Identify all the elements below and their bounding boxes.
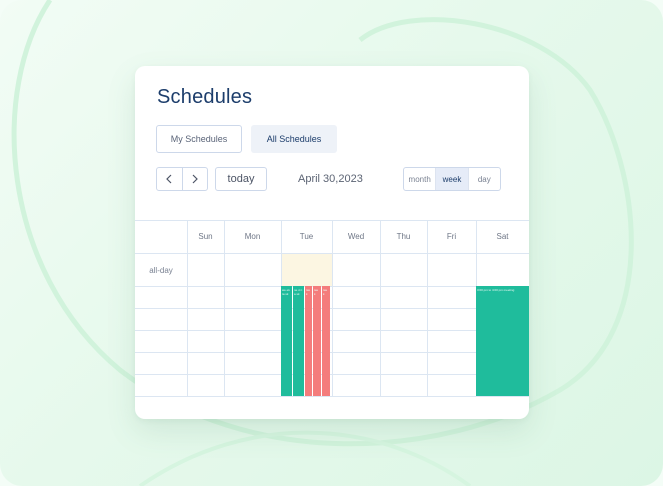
calendar-event[interactable]: 3:00 pm to 4:00 pm meeting [476,286,529,396]
grid-row-line [135,396,529,397]
next-button[interactable] [181,168,208,190]
page-title: Schedules [157,86,253,108]
day-header-thu: Thu [396,232,411,241]
calendar-event[interactable]: tas k [322,286,330,396]
allday-label: all-day [149,265,173,275]
grid-column-line [224,220,225,396]
grid-column-line [427,220,428,396]
grid-column-line [332,220,333,396]
view-week-button[interactable]: week [435,168,468,190]
week-calendar-grid: all-day Sun Mon Tue Wed Thu Fri Sat we ek ta sk… [135,220,529,419]
calendar-event[interactable]: ne xt ta sk [293,286,304,396]
day-header-tue: Tue [299,232,314,241]
event-title: we ek ta sk [282,288,290,296]
view-month-button[interactable]: month [408,174,431,184]
day-header-sat: Sat [496,232,509,241]
today-button[interactable]: today [215,167,267,191]
event-title: tas k [306,288,311,296]
today-allday-highlight [282,254,332,286]
day-header-wed: Wed [347,232,365,241]
current-date-label: April 30,2023 [298,173,363,185]
event-title: 3:00 pm to 4:00 pm meeting [477,288,515,292]
view-day-button[interactable]: day [467,168,500,190]
chevron-right-icon [192,174,198,184]
schedules-card: Schedules My Schedules All Schedules tod… [135,66,529,419]
grid-column-line [380,220,381,396]
calendar-event[interactable]: tas k [313,286,321,396]
calendar-event[interactable]: we ek ta sk [281,286,292,396]
grid-column-line [187,220,188,396]
day-header-fri: Fri [446,232,457,241]
view-switcher: month week day [403,167,501,191]
calendar-event[interactable]: tas k [305,286,312,396]
event-title: tas k [314,288,319,296]
event-title: tas k [323,288,328,296]
day-header-mon: Mon [244,232,261,241]
chevron-left-icon [166,174,172,184]
date-navigation [156,167,208,191]
tab-my-schedules[interactable]: My Schedules [156,125,242,153]
event-title: ne xt ta sk [294,288,303,296]
day-header-sun: Sun [198,232,213,241]
tab-all-schedules[interactable]: All Schedules [251,125,337,153]
previous-button[interactable] [157,168,182,190]
